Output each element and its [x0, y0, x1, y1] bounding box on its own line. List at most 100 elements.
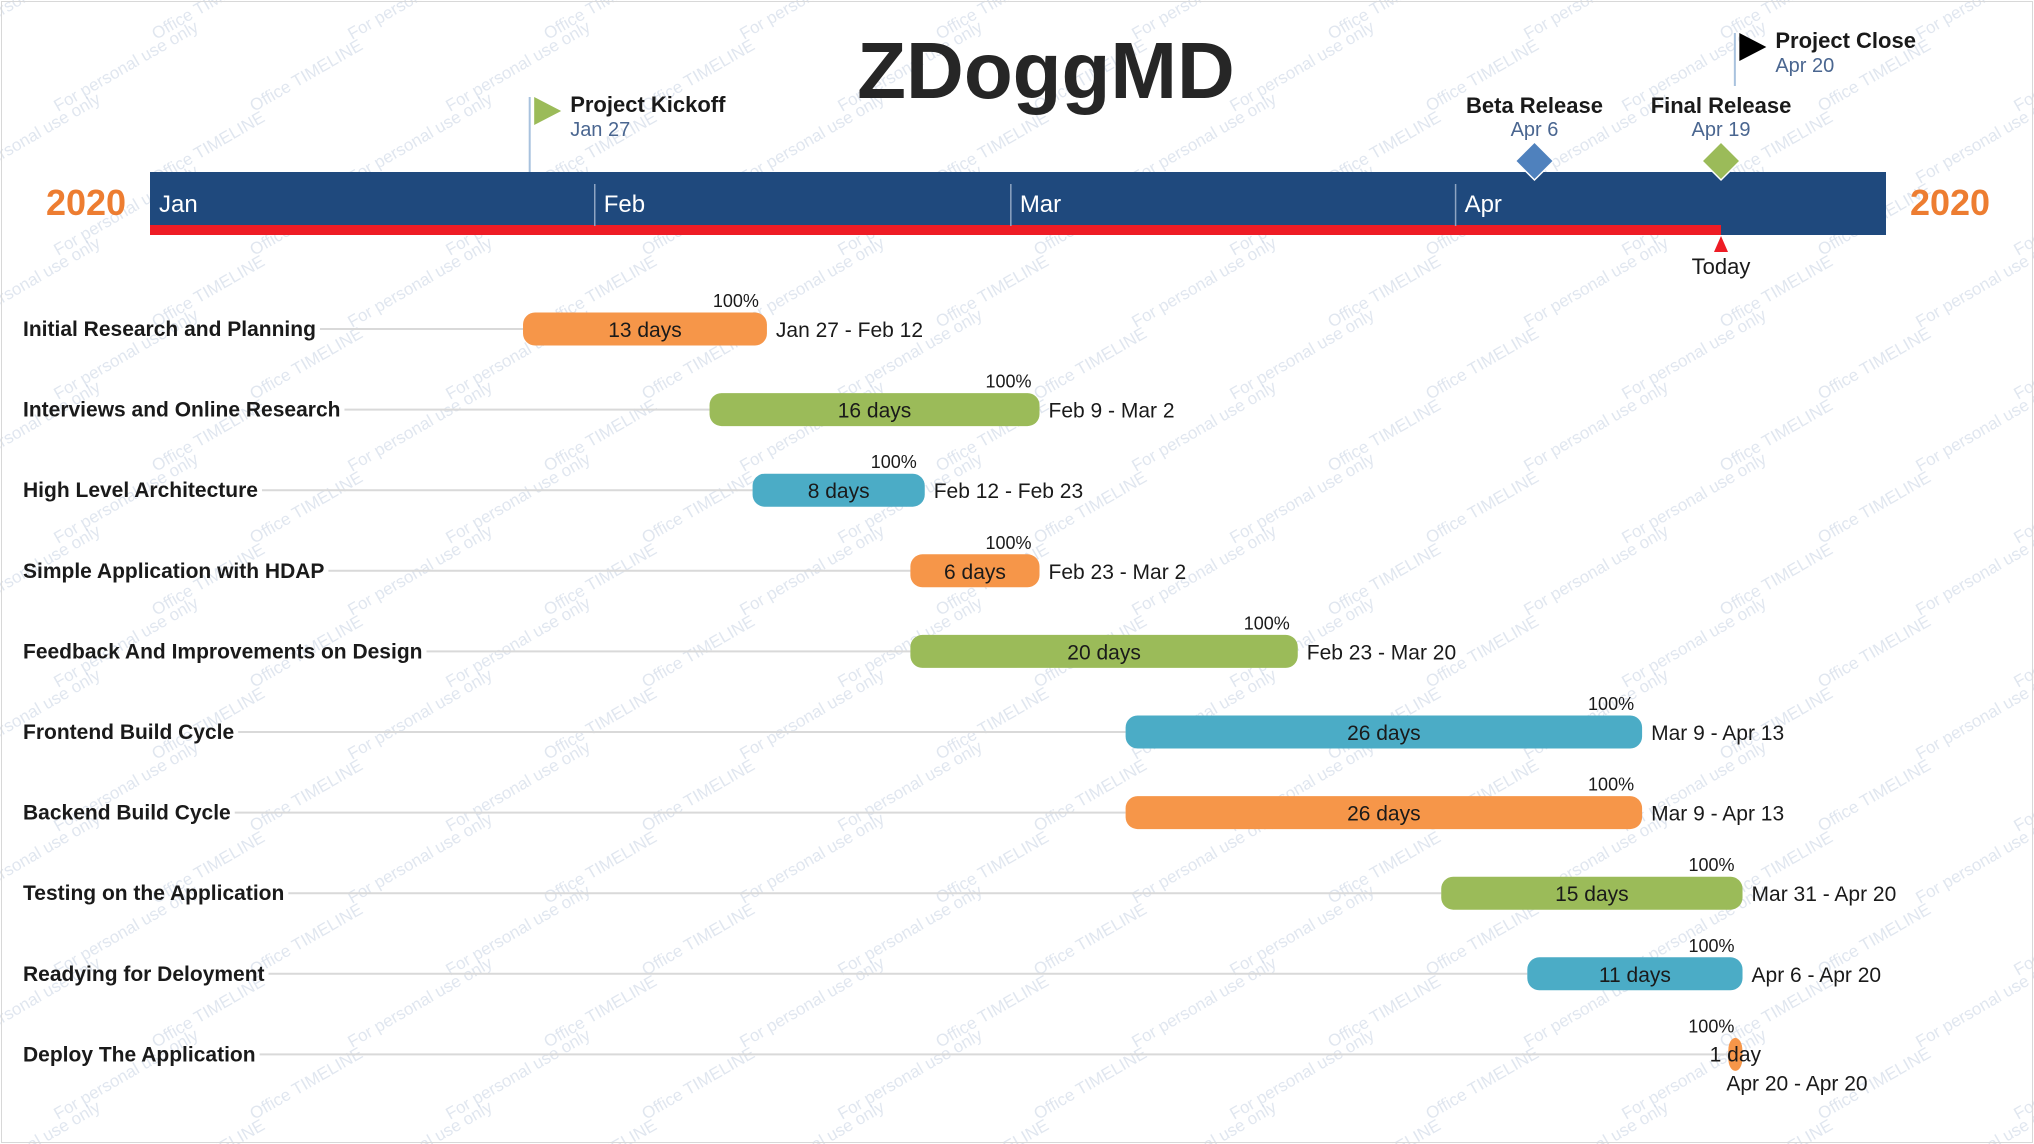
- watermark-text: Office TIMELINE: [1031, 1044, 1150, 1124]
- watermark-text: Office TIMELINE: [1815, 612, 1934, 692]
- watermark-text: For personal use only: [1129, 233, 1281, 331]
- task-row: Readying for Deloyment 100% 11 days Apr 6 -…: [23, 936, 1881, 991]
- task-dates: Feb 23 - Mar 2: [1049, 561, 1187, 584]
- task-duration: 26 days: [1347, 803, 1421, 826]
- chart-title: ZDoggMD: [857, 26, 1235, 115]
- milestone-date: Jan 27: [570, 119, 630, 141]
- watermark-text: For personal use only: [1129, 1097, 1281, 1144]
- milestone-name: Project Kickoff: [570, 92, 726, 117]
- watermark-text: Office TIMELINE: [247, 756, 366, 836]
- task-row: Frontend Build Cycle 100% 26 days Mar 9 - A…: [23, 694, 1784, 749]
- task-bar: [910, 554, 1040, 588]
- task-duration: 16 days: [838, 400, 912, 423]
- task-duration: 26 days: [1347, 722, 1421, 745]
- month-label: Mar: [1020, 191, 1061, 218]
- watermark-text: Office TIMELINE: [1423, 900, 1542, 980]
- task-bar: [1527, 957, 1743, 991]
- task-percent: 100%: [713, 291, 759, 311]
- task-percent: 100%: [1588, 775, 1634, 795]
- task-bar: [910, 634, 1298, 668]
- watermark-text: For personal use only: [737, 1097, 889, 1144]
- watermark-text: Office TIMELINE: [1031, 324, 1150, 404]
- watermark-text: Office TIMELINE: [541, 1116, 660, 1144]
- task-bar: [752, 473, 925, 507]
- task-duration: 8 days: [808, 480, 870, 503]
- milestone-date: Apr 6: [1511, 119, 1559, 141]
- task-name: Initial Research and Planning: [23, 318, 316, 341]
- month-label: Jan: [159, 191, 198, 218]
- watermark-text: Office TIMELINE: [1717, 1116, 1836, 1144]
- task-bar: [1125, 715, 1643, 749]
- watermark-text: For personal use only: [2011, 449, 2034, 547]
- task-percent: 100%: [1588, 694, 1634, 714]
- month-label: Apr: [1465, 191, 1502, 218]
- watermark-text: For personal use only: [1521, 521, 1673, 619]
- watermark-text: Office TIMELINE: [1815, 756, 1934, 836]
- watermark-text: For personal use only: [2011, 593, 2034, 691]
- watermark-text: For personal use only: [1129, 665, 1281, 763]
- task-row: Feedback And Improvements on Design 100% 2…: [23, 613, 1456, 668]
- task-name: Backend Build Cycle: [23, 802, 231, 825]
- task-duration: 15 days: [1555, 883, 1629, 906]
- watermark-text: For personal use only: [345, 0, 497, 43]
- task-name: Frontend Build Cycle: [23, 721, 234, 744]
- watermark-text: For personal use only: [737, 377, 889, 475]
- task-row: Interviews and Online Research 100% 16 day…: [23, 372, 1175, 427]
- task-percent: 100%: [1688, 1016, 1734, 1036]
- task-row: Testing on the Application 100% 15 days Mar…: [23, 855, 1896, 910]
- task-duration: 6 days: [944, 561, 1006, 584]
- task-percent: 100%: [985, 372, 1031, 392]
- milestone-name: Beta Release: [1466, 93, 1603, 118]
- task-row: High Level Architecture 100%8 days Feb 12 …: [23, 452, 1083, 507]
- task-duration: 13 days: [608, 319, 682, 342]
- task-bar: [1441, 876, 1743, 910]
- watermark-text: For personal use only: [0, 1097, 104, 1144]
- watermark-text: For personal use only: [1913, 0, 2034, 43]
- watermark-text: For personal use only: [345, 233, 497, 331]
- task-dates: Mar 31 - Apr 20: [1752, 883, 1897, 906]
- watermark-text: Office TIMELINE: [1423, 468, 1542, 548]
- task-dates: Mar 9 - Apr 13: [1651, 803, 1784, 826]
- watermark-text: For personal use only: [2011, 881, 2034, 979]
- task-row: Backend Build Cycle 100% 26 days Mar 9 - Ap…: [23, 775, 1784, 830]
- task-dates: Feb 9 - Mar 2: [1049, 400, 1175, 423]
- milestone-date: Apr 19: [1692, 119, 1751, 141]
- year-label-right: 2020: [1910, 182, 1990, 223]
- watermark-text: For personal use only: [0, 89, 104, 187]
- watermark-text: For personal use only: [1521, 377, 1673, 475]
- watermark-text: Office TIMELINE: [639, 1044, 758, 1124]
- scale-band: [150, 172, 1886, 235]
- task-percent: 100%: [1244, 613, 1290, 633]
- watermark-text: Office TIMELINE: [1423, 324, 1542, 404]
- today-progress-line: [150, 225, 1722, 235]
- watermark-text: Office TIMELINE: [1031, 900, 1150, 980]
- task-bar: [1728, 1037, 1743, 1071]
- task-percent: 100%: [1688, 936, 1734, 956]
- task-dates: Feb 12 - Feb 23: [934, 480, 1083, 503]
- task-bar: [709, 393, 1040, 427]
- watermark-text: Office TIMELINE: [933, 1116, 1052, 1144]
- year-label-left: 2020: [46, 182, 126, 223]
- watermark-text: Office TIMELINE: [1815, 324, 1934, 404]
- watermark-text: Office TIMELINE: [247, 1044, 366, 1124]
- watermark-text: Office TIMELINE: [639, 756, 758, 836]
- watermark-text: For personal use only: [1129, 377, 1281, 475]
- watermark-text: For personal use only: [1129, 953, 1281, 1051]
- task-name: Interviews and Online Research: [23, 399, 340, 422]
- watermark-text: For personal use only: [0, 0, 104, 43]
- watermark-text: For personal use only: [2011, 17, 2034, 115]
- task-row: Simple Application with HDAP 100% 6 days Fe…: [23, 533, 1186, 588]
- watermark-text: For personal use only: [0, 665, 104, 763]
- task-dates: Apr 20 - Apr 20: [1726, 1072, 1867, 1095]
- watermark-text: For personal use only: [345, 1097, 497, 1144]
- watermark-text: For personal use only: [2011, 161, 2034, 259]
- task-percent: 100%: [985, 533, 1031, 553]
- flag-icon: [1739, 33, 1767, 61]
- watermark-text: For personal use only: [1521, 0, 1673, 43]
- task-duration: 11 days: [1599, 964, 1671, 987]
- task-name: Testing on the Application: [23, 882, 284, 905]
